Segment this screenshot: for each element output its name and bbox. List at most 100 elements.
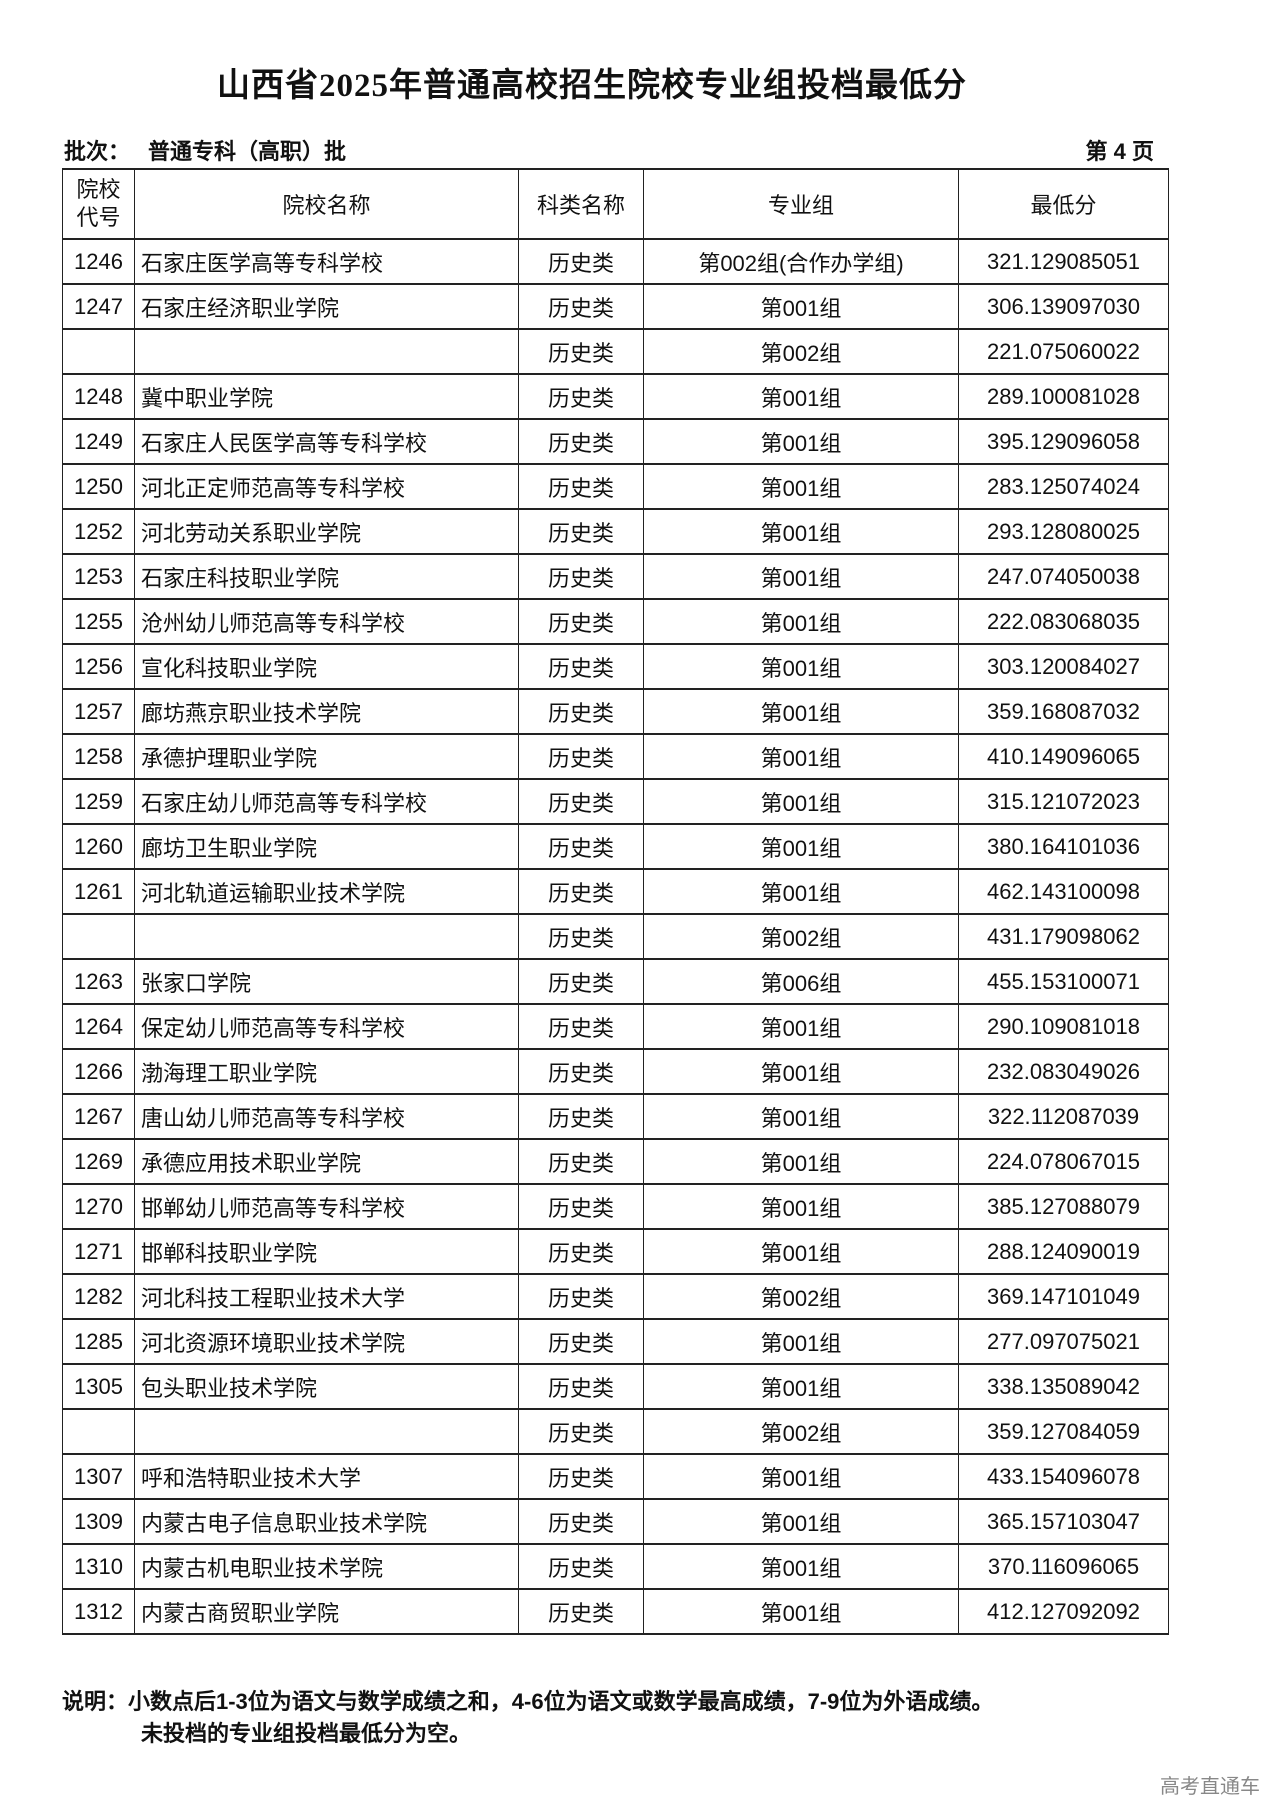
min-score: 290.109081018 <box>958 1003 1169 1050</box>
school-name: 河北资源环境职业技术学院 <box>134 1318 519 1365</box>
school-code: 1271 <box>62 1228 135 1275</box>
score-table: 院校 代号 院校名称 科类名称 专业组 最低分 1246 石家庄医学高等专科学校 历史… <box>62 168 1169 1635</box>
school-name: 沧州幼儿师范高等专科学校 <box>134 598 519 645</box>
header-category: 科类名称 <box>518 168 644 240</box>
min-score: 359.127084059 <box>958 1408 1169 1455</box>
min-score: 455.153100071 <box>958 958 1169 1005</box>
table-row: 1246 石家庄医学高等专科学校 历史类 第002组(合作办学组) 321.129085… <box>62 238 1169 285</box>
category: 历史类 <box>518 373 644 420</box>
school-code: 1246 <box>62 238 135 285</box>
category: 历史类 <box>518 778 644 825</box>
school-name: 石家庄经济职业学院 <box>134 283 519 330</box>
school-name: 张家口学院 <box>134 958 519 1005</box>
school-name: 河北正定师范高等专科学校 <box>134 463 519 510</box>
category: 历史类 <box>518 1003 644 1050</box>
category: 历史类 <box>518 733 644 780</box>
min-score: 338.135089042 <box>958 1363 1169 1410</box>
school-name <box>134 328 519 375</box>
min-score: 306.139097030 <box>958 283 1169 330</box>
category: 历史类 <box>518 418 644 465</box>
table-row: 1250 河北正定师范高等专科学校 历史类 第001组 283.125074024 <box>62 463 1169 510</box>
school-name: 渤海理工职业学院 <box>134 1048 519 1095</box>
category: 历史类 <box>518 1228 644 1275</box>
school-code: 1282 <box>62 1273 135 1320</box>
table-row: 历史类 第002组 359.127084059 <box>62 1408 1169 1455</box>
school-name: 邯郸科技职业学院 <box>134 1228 519 1275</box>
school-code: 1249 <box>62 418 135 465</box>
min-score: 380.164101036 <box>958 823 1169 870</box>
min-score: 369.147101049 <box>958 1273 1169 1320</box>
school-code: 1263 <box>62 958 135 1005</box>
note-line2: 未投档的专业组投档最低分为空。 <box>141 1721 472 1746</box>
table-row: 1261 河北轨道运输职业技术学院 历史类 第001组 462.143100098 <box>62 868 1169 915</box>
min-score: 221.075060022 <box>958 328 1169 375</box>
school-code: 1253 <box>62 553 135 600</box>
school-code: 1312 <box>62 1588 135 1635</box>
document-title: 山西省2025年普通高校招生院校专业组投档最低分 <box>217 68 967 104</box>
category: 历史类 <box>518 868 644 915</box>
major-group: 第002组 <box>643 1273 959 1320</box>
category: 历史类 <box>518 238 644 285</box>
school-name: 内蒙古电子信息职业技术学院 <box>134 1498 519 1545</box>
school-code: 1270 <box>62 1183 135 1230</box>
category: 历史类 <box>518 1138 644 1185</box>
school-code <box>62 328 135 375</box>
table-row: 1249 石家庄人民医学高等专科学校 历史类 第001组 395.129096058 <box>62 418 1169 465</box>
min-score: 321.129085051 <box>958 238 1169 285</box>
category: 历史类 <box>518 1453 644 1500</box>
school-code: 1258 <box>62 733 135 780</box>
min-score: 370.116096065 <box>958 1543 1169 1590</box>
major-group: 第001组 <box>643 508 959 555</box>
category: 历史类 <box>518 1498 644 1545</box>
school-code: 1305 <box>62 1363 135 1410</box>
school-name: 邯郸幼儿师范高等专科学校 <box>134 1183 519 1230</box>
school-name: 廊坊燕京职业技术学院 <box>134 688 519 735</box>
school-name: 承德应用技术职业学院 <box>134 1138 519 1185</box>
school-name: 河北轨道运输职业技术学院 <box>134 868 519 915</box>
major-group: 第001组 <box>643 1588 959 1635</box>
min-score: 232.083049026 <box>958 1048 1169 1095</box>
major-group: 第002组(合作办学组) <box>643 238 959 285</box>
category: 历史类 <box>518 328 644 375</box>
major-group: 第002组 <box>643 1408 959 1455</box>
school-code: 1264 <box>62 1003 135 1050</box>
category: 历史类 <box>518 1183 644 1230</box>
min-score: 410.149096065 <box>958 733 1169 780</box>
school-code: 1248 <box>62 373 135 420</box>
table-row: 1264 保定幼儿师范高等专科学校 历史类 第001组 290.109081018 <box>62 1003 1169 1050</box>
min-score: 385.127088079 <box>958 1183 1169 1230</box>
school-code: 1285 <box>62 1318 135 1365</box>
batch-label: 批次： <box>64 139 131 164</box>
school-name: 宣化科技职业学院 <box>134 643 519 690</box>
min-score: 395.129096058 <box>958 418 1169 465</box>
table-row: 1252 河北劳动关系职业学院 历史类 第001组 293.128080025 <box>62 508 1169 555</box>
school-name: 石家庄幼儿师范高等专科学校 <box>134 778 519 825</box>
min-score: 462.143100098 <box>958 868 1169 915</box>
table-row: 1266 渤海理工职业学院 历史类 第001组 232.083049026 <box>62 1048 1169 1095</box>
min-score: 365.157103047 <box>958 1498 1169 1545</box>
min-score: 433.154096078 <box>958 1453 1169 1500</box>
table-row: 1259 石家庄幼儿师范高等专科学校 历史类 第001组 315.121072023 <box>62 778 1169 825</box>
header-name: 院校名称 <box>134 168 519 240</box>
major-group: 第001组 <box>643 1138 959 1185</box>
school-name: 河北劳动关系职业学院 <box>134 508 519 555</box>
header-code-line2: 代号 <box>76 205 121 230</box>
school-name <box>134 1408 519 1455</box>
category: 历史类 <box>518 283 644 330</box>
school-name: 河北科技工程职业技术大学 <box>134 1273 519 1320</box>
school-name: 保定幼儿师范高等专科学校 <box>134 1003 519 1050</box>
major-group: 第001组 <box>643 1228 959 1275</box>
school-name: 石家庄人民医学高等专科学校 <box>134 418 519 465</box>
min-score: 289.100081028 <box>958 373 1169 420</box>
school-code: 1309 <box>62 1498 135 1545</box>
major-group: 第001组 <box>643 598 959 645</box>
explanation-note: 说明：小数点后1-3位为语文与数学成绩之和，4-6位为语文或数学最高成绩，7-9… <box>62 1686 993 1750</box>
table-row: 1258 承德护理职业学院 历史类 第001组 410.149096065 <box>62 733 1169 780</box>
batch-value: 普通专科（高职）批 <box>148 139 347 164</box>
min-score: 303.120084027 <box>958 643 1169 690</box>
major-group: 第001组 <box>643 373 959 420</box>
min-score: 315.121072023 <box>958 778 1169 825</box>
category: 历史类 <box>518 463 644 510</box>
min-score: 359.168087032 <box>958 688 1169 735</box>
table-row: 1257 廊坊燕京职业技术学院 历史类 第001组 359.168087032 <box>62 688 1169 735</box>
